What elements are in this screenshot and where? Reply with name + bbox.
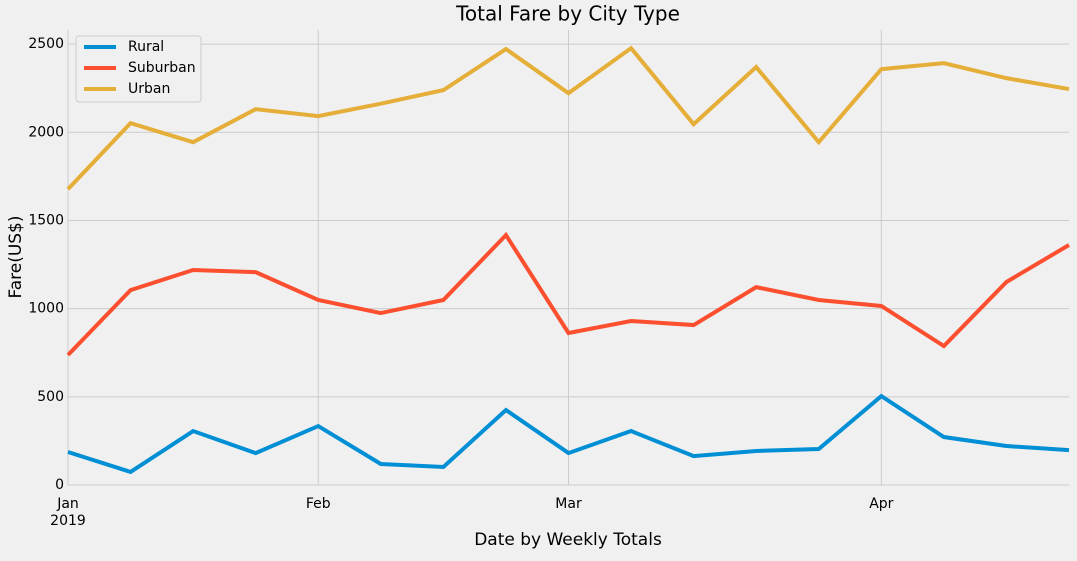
legend-label: Rural: [128, 39, 164, 55]
y-tick-label: 2500: [28, 36, 64, 52]
legend-label: Urban: [128, 81, 170, 97]
x-tick-sublabel: 2019: [50, 513, 86, 529]
line-series: [66, 231, 1071, 357]
line-series: [67, 393, 1070, 475]
y-tick-label: 1500: [28, 212, 64, 228]
y-tick-label: 500: [37, 389, 64, 405]
legend-box: [75, 35, 202, 103]
line-series: [66, 45, 1070, 191]
y-tick-label: 2000: [28, 124, 64, 140]
legend-label: Suburban: [128, 60, 196, 76]
y-axis-label: Fare(US$): [6, 215, 26, 298]
x-tick-label: Apr: [869, 496, 893, 512]
y-tick-label: 1000: [28, 301, 64, 317]
y-tick-label: 0: [55, 477, 64, 493]
x-axis-label: Date by Weekly Totals: [474, 530, 662, 550]
x-tick-label: Mar: [555, 496, 582, 512]
x-tick-label: Feb: [306, 496, 331, 512]
x-tick-label: Jan: [56, 496, 79, 512]
chart-title: Total Fare by City Type: [455, 2, 680, 26]
